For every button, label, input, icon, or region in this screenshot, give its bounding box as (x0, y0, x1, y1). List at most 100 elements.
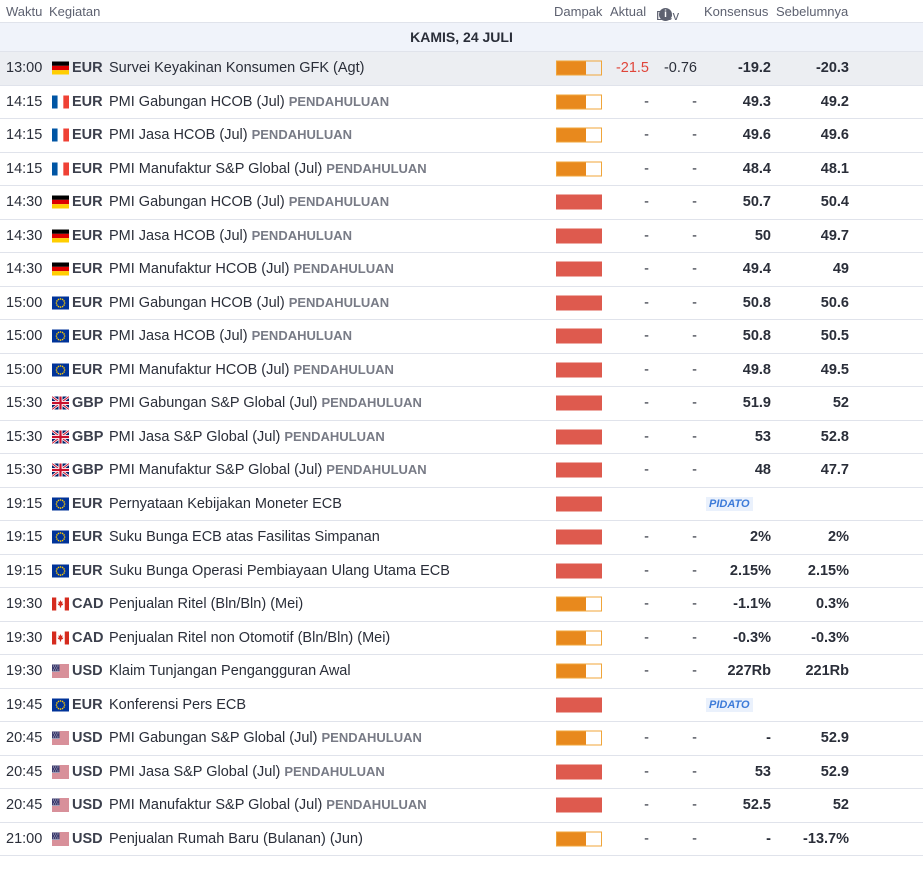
currency-code: EUR (72, 328, 103, 345)
event-title[interactable]: PMI Manufaktur HCOB (Jul) PENDAHULUAN (109, 362, 394, 378)
event-title[interactable]: Suku Bunga Operasi Pembiayaan Ulang Utam… (109, 563, 450, 579)
event-title[interactable]: Penjualan Ritel non Otomotif (Bln/Bln) (… (109, 630, 390, 646)
table-row[interactable]: 19:30 CAD Penjualan Ritel non Otomotif (… (0, 622, 923, 655)
event-name: Konferensi Pers ECB (109, 696, 247, 713)
table-row[interactable]: 20:45 USD PMI Gabungan S&P Global (Jul) P… (0, 722, 923, 756)
consensus-value: 48.4 (742, 160, 771, 177)
us-flag-icon (52, 731, 69, 745)
impact-indicator (556, 362, 602, 378)
event-title[interactable]: PMI Jasa HCOB (Jul) PENDAHULUAN (109, 328, 352, 344)
event-name: PMI Manufaktur S&P Global (Jul) (109, 462, 323, 479)
event-title[interactable]: PMI Jasa S&P Global (Jul) PENDAHULUAN (109, 764, 385, 780)
actual-value: - (644, 361, 649, 378)
table-row[interactable]: 14:30 EUR PMI Jasa HCOB (Jul) PENDAHULUAN… (0, 220, 923, 253)
event-time: 14:15 (6, 93, 43, 110)
event-title[interactable]: PMI Manufaktur HCOB (Jul) PENDAHULUAN (109, 261, 394, 277)
deviation-value: - (692, 763, 697, 780)
event-title[interactable]: PMI Manufaktur S&P Global (Jul) PENDAHULU… (109, 797, 427, 813)
currency-code: USD (72, 663, 103, 680)
consensus-value: 51.9 (742, 395, 771, 412)
day-label: KAMIS, 24 JULI (0, 23, 923, 52)
previous-value: 52 (832, 797, 849, 814)
event-name: Klaim Tunjangan Pengangguran Awal (109, 663, 351, 680)
event-title[interactable]: PMI Gabungan S&P Global (Jul) PENDAHULUAN (109, 730, 422, 746)
currency-code: CAD (72, 596, 104, 613)
info-icon[interactable]: i (659, 8, 672, 21)
table-row[interactable]: 21:00 USD Penjualan Rumah Baru (Bulanan)… (0, 823, 923, 856)
table-row[interactable]: 20:45 USD PMI Manufaktur S&P Global (Jul… (0, 789, 923, 823)
deviation-value: - (692, 93, 697, 110)
previous-value: 2.15% (807, 562, 849, 579)
deviation-value: - (692, 395, 697, 412)
consensus-value: 227Rb (727, 663, 771, 680)
table-row[interactable]: 15:30 GBP PMI Manufaktur S&P Global (Jul… (0, 454, 923, 488)
impact-indicator (556, 228, 602, 244)
table-row[interactable]: 15:00 EUR PMI Manufaktur HCOB (Jul) PENDA… (0, 354, 923, 387)
table-row[interactable]: 20:45 USD PMI Jasa S&P Global (Jul) PENDA… (0, 756, 923, 789)
header-actual[interactable]: Aktual (610, 4, 647, 19)
table-row[interactable]: 15:00 EUR PMI Jasa HCOB (Jul) PENDAHULUAN… (0, 320, 923, 354)
consensus-value: 49.4 (742, 261, 771, 278)
eu-flag-icon (52, 564, 69, 578)
header-time[interactable]: Waktu (6, 4, 43, 19)
actual-value: - (644, 294, 649, 311)
event-title[interactable]: PMI Gabungan HCOB (Jul) PENDAHULUAN (109, 94, 389, 110)
header-impact[interactable]: Dampak (554, 4, 603, 19)
preliminary-badge: PENDAHULUAN (288, 93, 390, 109)
event-title[interactable]: Pernyataan Kebijakan Moneter ECB (109, 496, 342, 512)
event-title[interactable]: PMI Gabungan S&P Global (Jul) PENDAHULUAN (109, 395, 422, 411)
impact-indicator (556, 730, 602, 746)
event-title[interactable]: PMI Gabungan HCOB (Jul) PENDAHULUAN (109, 194, 389, 210)
table-row[interactable]: 15:30 GBP PMI Gabungan S&P Global (Jul) P… (0, 387, 923, 421)
eu-flag-icon (52, 698, 69, 712)
previous-value: -20.3 (815, 60, 849, 77)
table-row[interactable]: 15:00 EUR PMI Gabungan HCOB (Jul) PENDAHU… (0, 287, 923, 320)
event-time: 19:15 (6, 495, 43, 512)
event-title[interactable]: Klaim Tunjangan Pengangguran Awal (109, 663, 351, 679)
event-title[interactable]: Penjualan Rumah Baru (Bulanan) (Jun) (109, 831, 363, 847)
previous-value: 52.9 (820, 730, 849, 747)
event-title[interactable]: Survei Keyakinan Konsumen GFK (Agt) (109, 60, 364, 76)
de-flag-icon (52, 229, 69, 243)
event-title[interactable]: PMI Jasa HCOB (Jul) PENDAHULUAN (109, 228, 352, 244)
table-row[interactable]: 14:15 EUR PMI Jasa HCOB (Jul) PENDAHULUAN… (0, 119, 923, 153)
event-title[interactable]: PMI Jasa HCOB (Jul) PENDAHULUAN (109, 127, 352, 143)
event-name: PMI Manufaktur HCOB (Jul) (109, 261, 290, 278)
table-row[interactable]: 13:00 EUR Survei Keyakinan Konsumen GFK … (0, 52, 923, 86)
table-row[interactable]: 19:45 EUR Konferensi Pers ECB PIDATO (0, 689, 923, 722)
table-row[interactable]: 14:15 EUR PMI Manufaktur S&P Global (Jul… (0, 153, 923, 186)
event-name: PMI Jasa HCOB (Jul) (109, 328, 248, 345)
event-title[interactable]: Suku Bunga ECB atas Fasilitas Simpanan (109, 529, 380, 545)
fr-flag-icon (52, 162, 69, 176)
event-title[interactable]: PMI Manufaktur S&P Global (Jul) PENDAHULU… (109, 161, 427, 177)
event-title[interactable]: Penjualan Ritel (Bln/Bln) (Mei) (109, 596, 303, 612)
table-row[interactable]: 15:30 GBP PMI Jasa S&P Global (Jul) PENDA… (0, 421, 923, 454)
event-name: PMI Gabungan HCOB (Jul) (109, 294, 285, 311)
header-event[interactable]: Kegiatan (49, 4, 101, 19)
impact-indicator (556, 764, 602, 780)
table-row[interactable]: 19:15 EUR Pernyataan Kebijakan Moneter E… (0, 488, 923, 521)
previous-value: 49.5 (820, 361, 849, 378)
impact-indicator (556, 496, 602, 512)
actual-value: - (644, 663, 649, 680)
table-row[interactable]: 19:30 USD Klaim Tunjangan Pengangguran A… (0, 655, 923, 689)
event-title[interactable]: PMI Gabungan HCOB (Jul) PENDAHULUAN (109, 295, 389, 311)
event-title[interactable]: PMI Jasa S&P Global (Jul) PENDAHULUAN (109, 429, 385, 445)
header-previous[interactable]: Sebelumnya (776, 4, 849, 19)
table-row[interactable]: 19:30 CAD Penjualan Ritel (Bln/Bln) (Mei… (0, 588, 923, 622)
table-row[interactable]: 14:30 EUR PMI Gabungan HCOB (Jul) PENDAHU… (0, 186, 923, 220)
event-time: 14:30 (6, 227, 43, 244)
impact-fill (557, 61, 587, 75)
event-title[interactable]: PMI Manufaktur S&P Global (Jul) PENDAHULU… (109, 462, 427, 478)
actual-value: - (644, 763, 649, 780)
table-row[interactable]: 14:15 EUR PMI Gabungan HCOB (Jul) PENDAHU… (0, 86, 923, 119)
currency-code: USD (72, 730, 103, 747)
table-row[interactable]: 19:15 EUR Suku Bunga Operasi Pembiayaan … (0, 555, 923, 588)
impact-indicator (556, 697, 602, 713)
table-row[interactable]: 19:15 EUR Suku Bunga ECB atas Fasilitas … (0, 521, 923, 555)
event-title[interactable]: Konferensi Pers ECB (109, 697, 246, 713)
header-consensus[interactable]: Konsensus (704, 4, 769, 19)
consensus-value: 49.6 (742, 127, 771, 144)
gb-flag-icon (52, 396, 69, 410)
table-row[interactable]: 14:30 EUR PMI Manufaktur HCOB (Jul) PENDA… (0, 253, 923, 287)
